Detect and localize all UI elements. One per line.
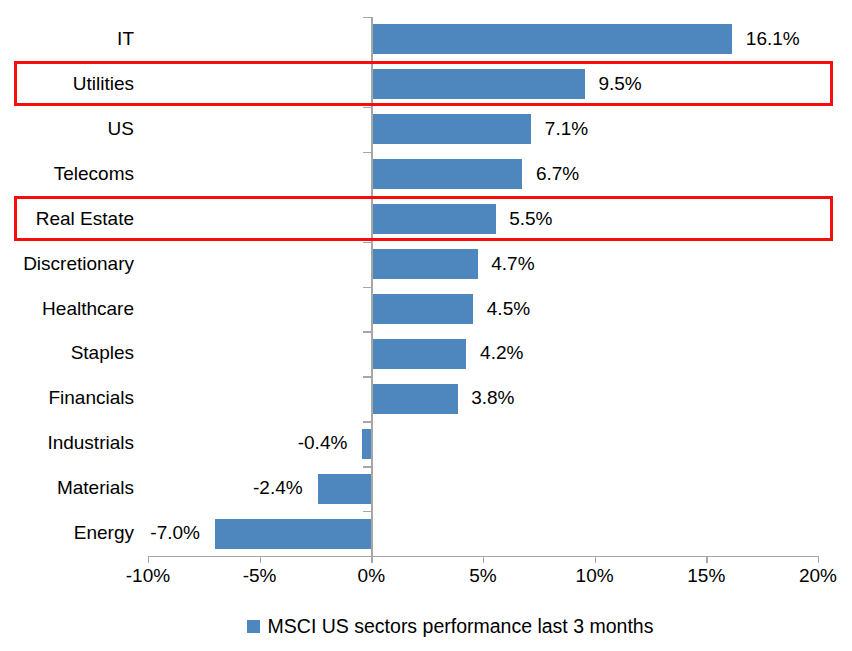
x-axis-tick — [818, 556, 819, 563]
y-axis-tick — [363, 152, 371, 153]
y-axis-tick — [363, 421, 371, 422]
value-label: 6.7% — [536, 152, 579, 197]
bar — [373, 384, 458, 414]
x-tick-label: -5% — [215, 565, 305, 587]
value-label: 3.8% — [471, 376, 514, 421]
x-axis-tick — [260, 556, 261, 563]
bar — [215, 519, 371, 549]
x-tick-label: 5% — [438, 565, 528, 587]
x-tick-label: -10% — [103, 565, 193, 587]
y-axis-tick — [363, 376, 371, 377]
x-axis-tick — [706, 556, 707, 563]
bar — [373, 339, 467, 369]
y-axis-tick — [363, 331, 371, 332]
bar — [318, 474, 372, 504]
category-label: IT — [0, 17, 134, 62]
category-label: Discretionary — [0, 242, 134, 287]
bar — [362, 429, 371, 459]
bar — [373, 114, 532, 144]
x-axis-tick — [483, 556, 484, 563]
value-label: 4.2% — [480, 331, 523, 376]
value-label: -0.4% — [257, 421, 347, 466]
value-label: 4.7% — [491, 242, 534, 287]
x-axis-tick — [371, 556, 372, 563]
x-tick-label: 0% — [326, 565, 416, 587]
bar — [373, 159, 523, 189]
bar-chart: -10%-5%0%5%10%15%20%IT16.1%Utilities9.5%… — [0, 0, 852, 651]
x-tick-label: 20% — [773, 565, 852, 587]
value-label: 7.1% — [545, 107, 588, 152]
x-axis-tick — [148, 556, 149, 563]
legend: MSCI US sectors performance last 3 month… — [24, 612, 852, 640]
value-label: -2.4% — [213, 466, 303, 511]
value-label: 16.1% — [746, 17, 800, 62]
category-label: Staples — [0, 331, 134, 376]
category-label: Materials — [0, 466, 134, 511]
y-axis-tick — [363, 466, 371, 467]
highlight-box — [14, 61, 833, 106]
category-label: Healthcare — [0, 287, 134, 332]
x-tick-label: 10% — [550, 565, 640, 587]
y-axis-tick — [363, 287, 371, 288]
legend-color-swatch — [247, 620, 260, 633]
legend-label: MSCI US sectors performance last 3 month… — [268, 615, 654, 638]
category-label: Financials — [0, 376, 134, 421]
y-axis-tick — [363, 107, 371, 108]
bar — [373, 294, 473, 324]
category-label: Industrials — [0, 421, 134, 466]
y-axis-tick — [363, 17, 371, 18]
highlight-box — [14, 196, 833, 241]
value-label: -7.0% — [110, 511, 200, 556]
x-axis-tick — [595, 556, 596, 563]
category-label: Telecoms — [0, 152, 134, 197]
x-tick-label: 15% — [661, 565, 751, 587]
y-axis-tick — [363, 511, 371, 512]
value-label: 4.5% — [487, 287, 530, 332]
category-label: US — [0, 107, 134, 152]
y-axis-tick — [363, 242, 371, 243]
bar — [373, 24, 733, 54]
plot-area: -10%-5%0%5%10%15%20%IT16.1%Utilities9.5%… — [0, 0, 852, 651]
bar — [373, 249, 478, 279]
